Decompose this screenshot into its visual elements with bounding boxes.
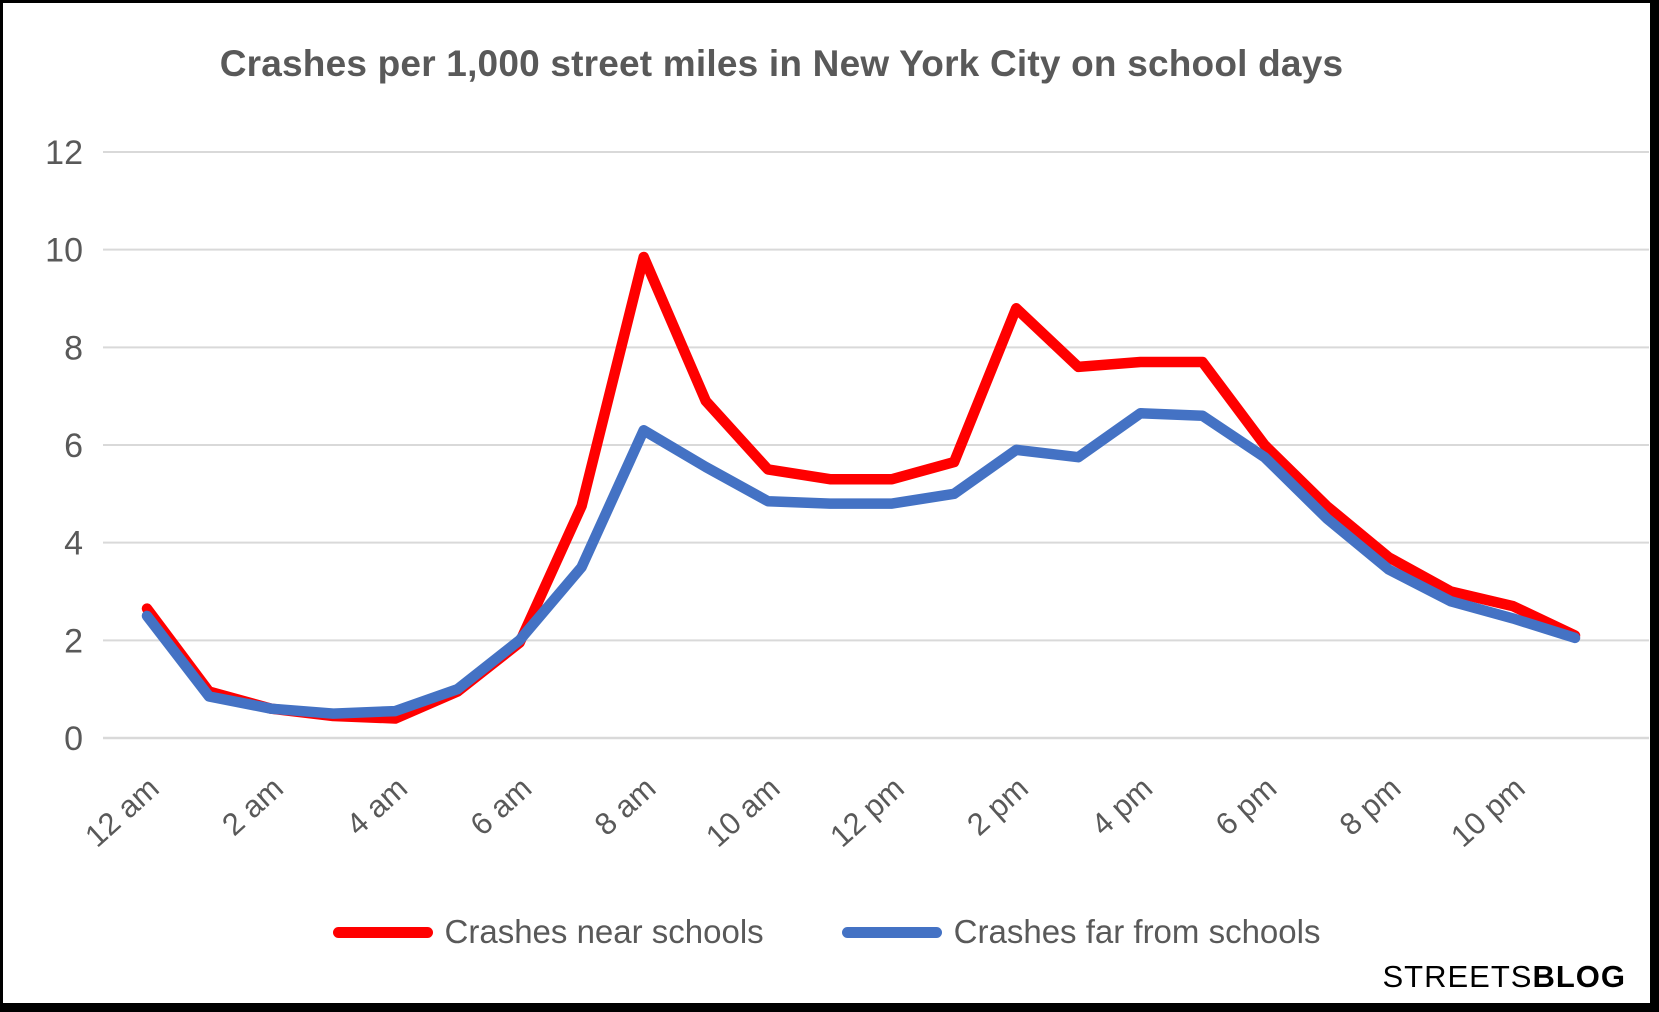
streetsblog-logo: STREETSBLOG	[1382, 959, 1626, 995]
x-tick-label-8-pm: 8 pm	[1333, 770, 1408, 842]
series-line-crashes-near-schools	[141, 251, 1581, 724]
near-schools-line-swatch	[332, 926, 433, 938]
x-tick-label-4-am: 4 am	[339, 770, 414, 842]
crash-line-chart: 0 2 4 6 8 10 12 12 am 2 am 4 am 6 am 8 am 10 am 12 p…	[45, 134, 1649, 854]
y-tick-label-4: 4	[64, 525, 83, 563]
streetsblog-logo-regular: STREETS	[1382, 959, 1533, 994]
x-tick-label-4-pm: 4 pm	[1084, 770, 1159, 842]
x-tick-label-10-pm: 10 pm	[1444, 770, 1531, 854]
x-tick-label-12-pm: 12 pm	[823, 770, 910, 854]
chart-legend: Crashes near schools Crashes far from sc…	[3, 913, 1650, 951]
x-axis-tick-labels: 12 am 2 am 4 am 6 am 8 am 10 am 12 pm 2 pm 4 pm 6…	[78, 770, 1531, 854]
y-tick-label-12: 12	[45, 134, 83, 172]
x-tick-label-6-pm: 6 pm	[1209, 770, 1284, 842]
y-axis-tick-labels: 0 2 4 6 8 10 12	[45, 134, 83, 758]
y-tick-label-0: 0	[64, 720, 83, 758]
series-lines	[141, 251, 1581, 724]
x-tick-label-10-am: 10 am	[699, 770, 786, 854]
legend-label-far-from-schools: Crashes far from schools	[953, 913, 1321, 950]
x-tick-label-2-pm: 2 pm	[960, 770, 1035, 842]
x-tick-label-6-am: 6 am	[464, 770, 539, 842]
y-tick-label-2: 2	[64, 622, 83, 660]
streetsblog-logo-bold: BLOG	[1532, 959, 1626, 994]
legend-item-near-schools: Crashes near schools	[332, 913, 764, 951]
x-tick-label-2-am: 2 am	[215, 770, 290, 842]
legend-item-far-from-schools: Crashes far from schools	[841, 913, 1321, 951]
gridlines	[103, 151, 1649, 740]
y-tick-label-6: 6	[64, 427, 83, 465]
y-tick-label-10: 10	[45, 232, 83, 270]
y-tick-label-8: 8	[64, 329, 83, 367]
chart-title: Crashes per 1,000 street miles in New Yo…	[219, 43, 1344, 84]
x-tick-label-8-am: 8 am	[588, 770, 663, 842]
far-from-schools-line-swatch	[841, 926, 942, 938]
series-line-crashes-far-from-schools	[141, 408, 1581, 719]
legend-label-near-schools: Crashes near schools	[444, 913, 764, 950]
x-tick-label-12-am: 12 am	[78, 770, 165, 854]
